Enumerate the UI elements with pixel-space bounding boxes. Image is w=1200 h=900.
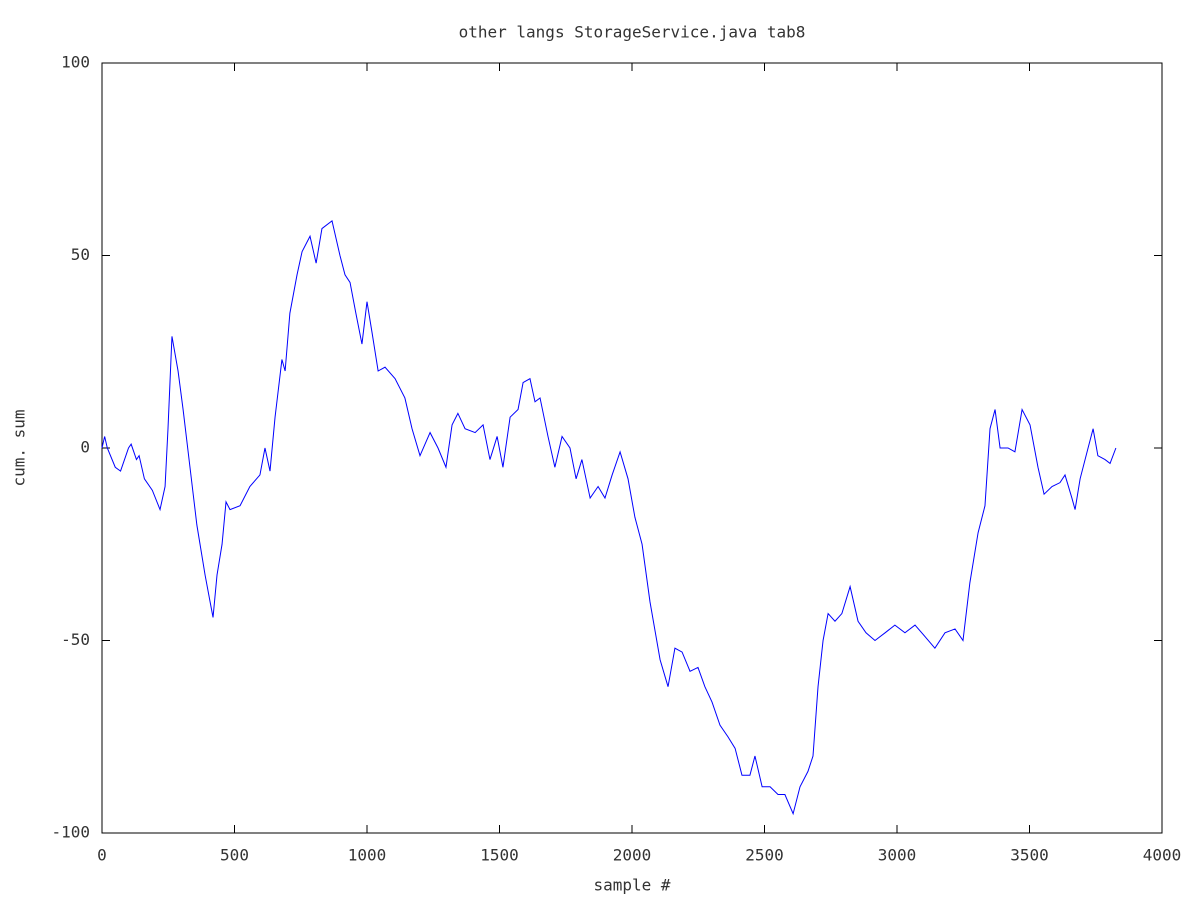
y-tick-label: -50 [61, 630, 90, 649]
x-tick-label: 1000 [348, 846, 387, 865]
x-tick-label: 0 [97, 846, 107, 865]
chart-title: other langs StorageService.java tab8 [459, 23, 806, 42]
x-tick-label: 500 [220, 846, 249, 865]
y-tick-label: -100 [51, 823, 90, 842]
y-axis-label: cum. sum [10, 409, 29, 486]
data-line [101, 219, 1117, 816]
x-tick-label: 3000 [878, 846, 917, 865]
x-tick-label: 2500 [745, 846, 784, 865]
y-tick-label: 0 [80, 438, 90, 457]
y-tick-label: 100 [61, 53, 90, 72]
y-tick-label: 50 [71, 245, 90, 264]
x-tick-label: 2000 [613, 846, 652, 865]
x-tick-label: 1500 [480, 846, 519, 865]
x-tick-label: 4000 [1143, 846, 1182, 865]
x-tick-label: 3500 [1010, 846, 1049, 865]
x-axis-label: sample # [593, 876, 670, 895]
